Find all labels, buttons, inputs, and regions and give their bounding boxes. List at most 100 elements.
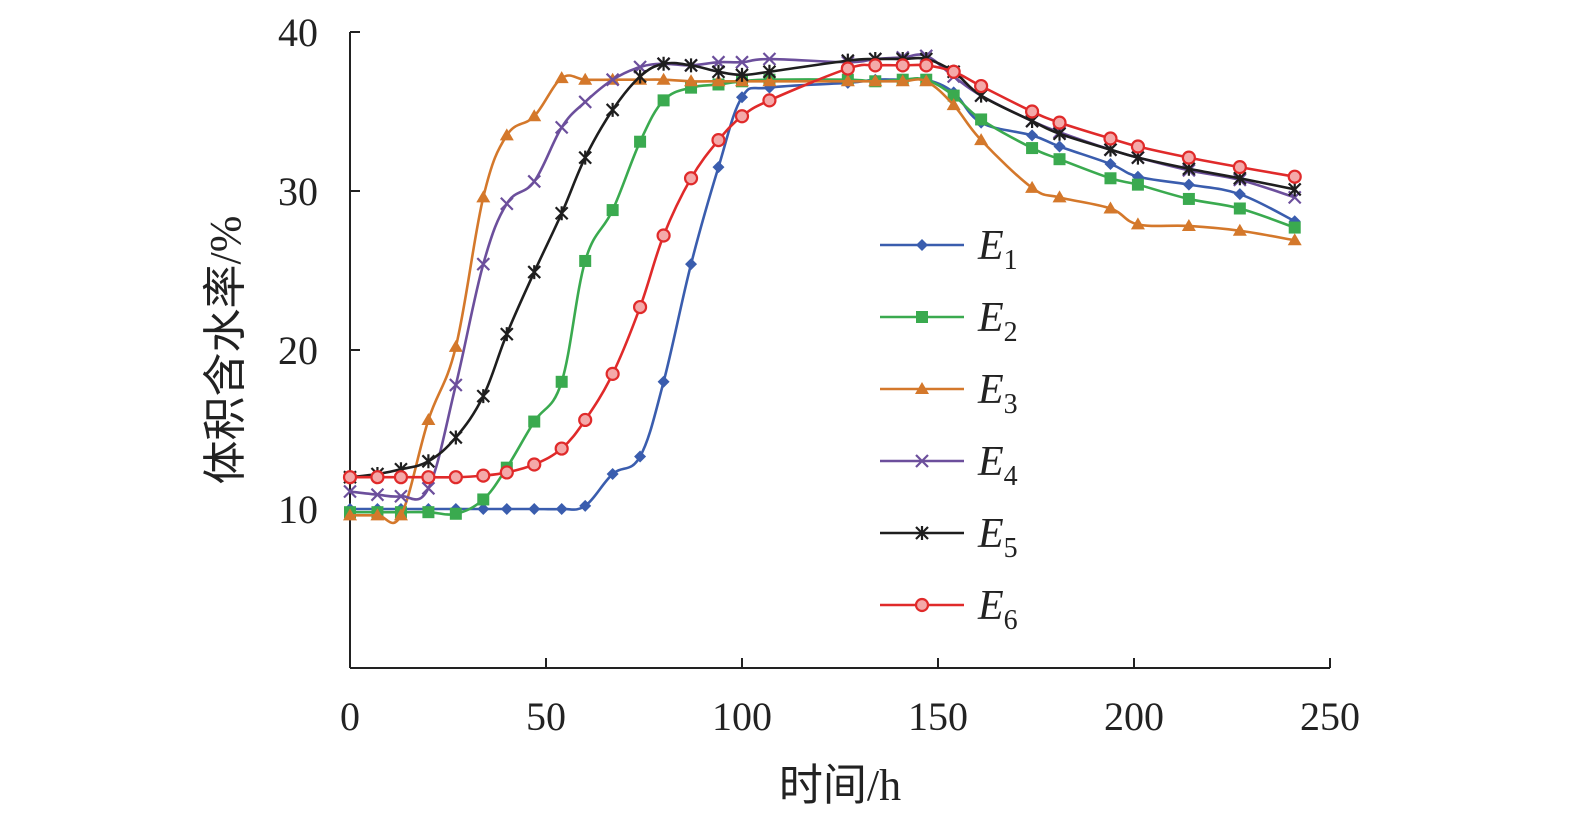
data-point [1104,157,1117,170]
data-point [448,470,463,485]
data-point [1287,182,1302,197]
series-E6 [342,58,1302,485]
data-point [657,94,670,107]
data-point [1052,190,1067,203]
data-point [895,74,910,87]
data-point [1130,139,1146,154]
legend-label: E2 [977,295,1018,348]
data-point [393,508,408,521]
legend-subscript: 3 [1004,389,1018,420]
data-point [421,454,436,469]
data-point [605,366,620,381]
y-tick-label: 10 [278,487,318,532]
data-point [449,378,463,392]
data-point [868,58,883,73]
data-point [579,499,592,512]
legend: E1 E2 E3 E4 E5 E6 [880,223,1018,636]
data-point [578,95,592,109]
data-point [1104,172,1117,185]
series-E4 [343,49,1302,504]
data-point [606,204,619,217]
legend-subscript: 2 [1004,317,1018,348]
data-point [975,113,988,126]
series-line [349,53,1296,501]
data-point [393,470,409,485]
x-tick-label: 0 [340,694,360,739]
data-point [477,503,490,515]
data-point [554,71,569,84]
data-point [476,389,491,404]
data-point [421,470,436,485]
x-axis-title: 时间/h [779,761,901,810]
data-point [1181,150,1196,165]
data-point [762,64,777,79]
legend-item-E4: E4 [880,439,1018,492]
data-point [1233,202,1246,215]
data-point [711,64,726,79]
data-point [711,133,726,148]
data-point [499,128,514,141]
legend-marker [916,311,928,323]
data-point [579,254,592,267]
data-point [370,487,385,502]
data-point [394,489,408,504]
data-point [840,74,855,87]
legend-marker [915,382,929,394]
axes [349,32,1330,669]
data-point [1287,169,1302,184]
data-point [578,150,592,165]
legend-item-E2: E2 [880,295,1018,348]
data-point [500,196,514,211]
data-point [656,228,671,243]
data-point [343,508,357,521]
data-point [421,412,436,425]
series-E2 [344,73,1301,520]
data-point [634,450,647,463]
data-point [555,503,568,515]
data-point [657,375,670,388]
data-point [974,133,989,146]
data-point [528,415,541,428]
data-point [554,206,569,221]
data-point [946,64,961,79]
data-point [1053,140,1066,153]
series-layer [342,49,1302,525]
legend-subscript: 5 [1004,533,1018,564]
data-point [528,503,541,515]
legend-item-E1: E1 [880,223,1018,276]
data-point [554,441,569,456]
data-point [1103,201,1118,214]
data-point [448,339,463,352]
data-point [1130,217,1145,230]
x-tick-label: 50 [526,694,566,739]
data-point [606,468,619,481]
x-tick-label: 100 [712,694,772,739]
data-point [605,102,620,117]
data-point [919,74,934,87]
legend-item-E6: E6 [880,583,1018,636]
data-point [605,72,620,87]
ticks [350,31,1331,668]
data-point [1287,233,1302,246]
series-line [349,56,1295,479]
y-tick-label: 40 [278,10,318,55]
data-point [578,72,593,85]
data-point [370,508,385,521]
data-point [449,430,463,445]
data-point [762,52,777,66]
series-E3 [343,71,1302,525]
data-point [656,56,671,71]
data-point [711,74,726,87]
data-point [974,78,989,94]
x-tick-label: 250 [1300,694,1360,739]
legend-label: E3 [977,367,1018,420]
data-point [947,89,960,102]
data-point [712,161,725,174]
data-point [449,507,462,520]
legend-subscript: 1 [1004,245,1018,276]
data-point [1026,129,1039,142]
data-point [476,257,491,271]
legend-item-E3: E3 [880,367,1018,420]
data-point [634,135,647,148]
